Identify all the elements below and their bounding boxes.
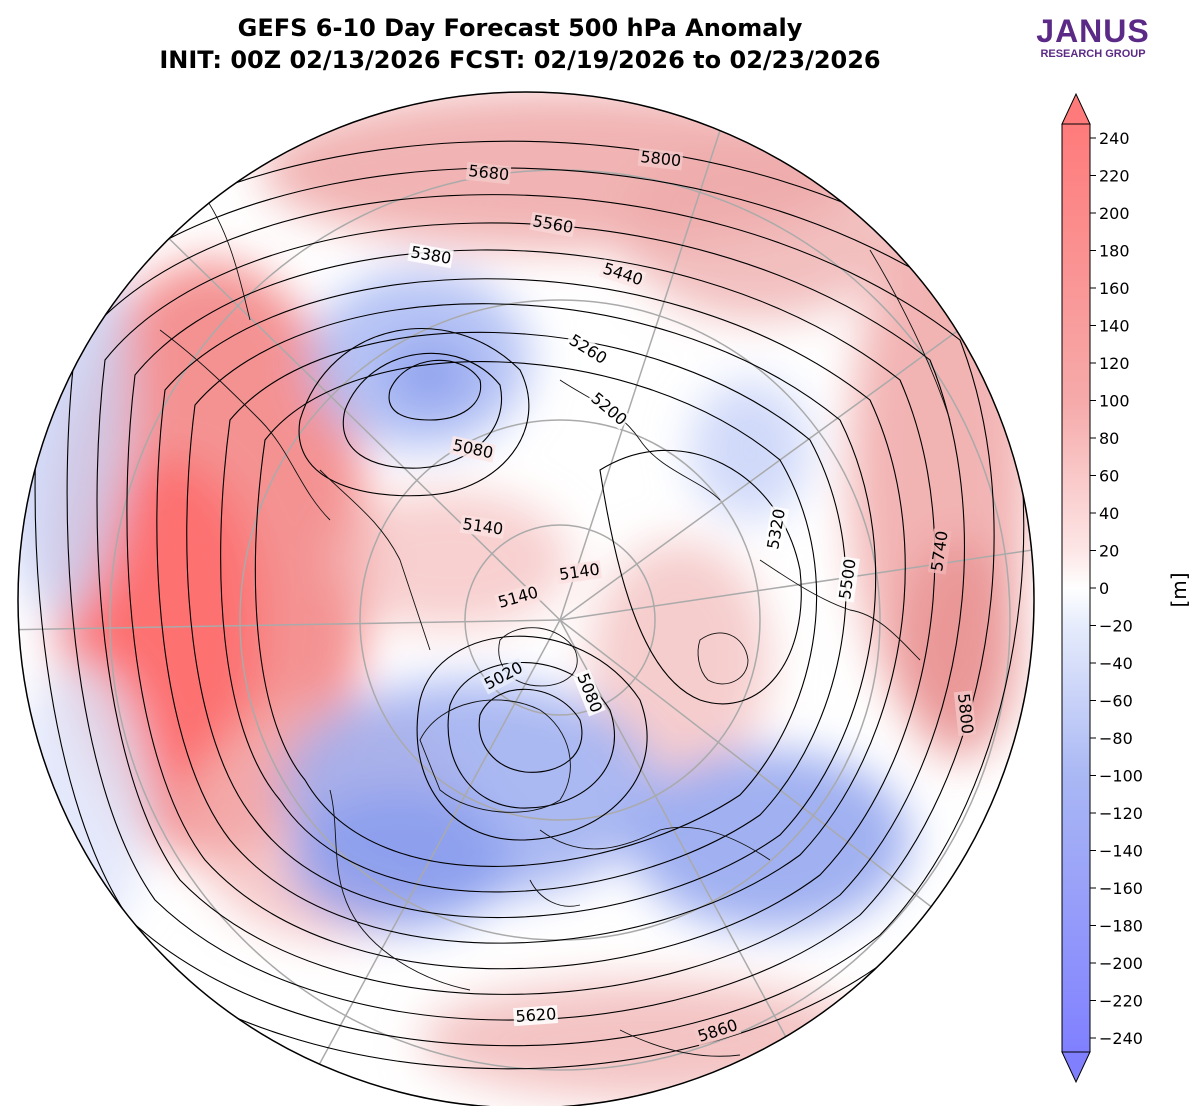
colorbar-tick-label: −180 — [1099, 917, 1143, 936]
colorbar-unit-label: [m] — [1167, 572, 1191, 607]
colorbar-tick-label: −240 — [1099, 1029, 1143, 1048]
colorbar-tick-label: −60 — [1099, 692, 1133, 711]
colorbar: 240220200180160140120100806040200−20−40−… — [1061, 92, 1191, 1084]
colorbar-tick-label: 0 — [1099, 579, 1109, 598]
logo-subtitle: RESEARCH GROUP — [1040, 48, 1146, 60]
colorbar-tick-label: −120 — [1099, 804, 1143, 823]
colorbar-tick-label: −20 — [1099, 617, 1133, 636]
colorbar-tick-label: 220 — [1099, 167, 1130, 186]
contour-label: 5620 — [515, 1004, 557, 1026]
colorbar-bottom-arrow — [1061, 1051, 1091, 1084]
colorbar-tick-label: −160 — [1099, 879, 1143, 898]
colorbar-tick-label: −140 — [1099, 842, 1143, 861]
colorbar-tick-label: 180 — [1099, 242, 1130, 261]
colorbar-tick-label: −220 — [1099, 992, 1143, 1011]
globe-outline — [17, 91, 1035, 1106]
graticule — [18, 99, 1034, 1101]
colorbar-ticks: 240220200180160140120100806040200−20−40−… — [1090, 129, 1143, 1048]
colorbar-tick-label: 160 — [1099, 279, 1130, 298]
map-subtitle: INIT: 00Z 02/13/2026 FCST: 02/19/2026 to… — [159, 46, 881, 74]
colorbar-tick-label: 20 — [1099, 542, 1119, 561]
colorbar-tick-label: 240 — [1099, 129, 1130, 148]
colorbar-tick-label: −80 — [1099, 729, 1133, 748]
anomaly-shading — [18, 92, 1034, 1106]
contour-label-group: 5800 5680 5560 5440 5380 5260 5200 5080 … — [407, 147, 977, 1047]
colorbar-tick-label: −200 — [1099, 954, 1143, 973]
colorbar-tick-label: −100 — [1099, 767, 1143, 786]
colorbar-tick-label: 120 — [1099, 354, 1130, 373]
contour-label: 5680 — [468, 161, 510, 184]
colorbar-tick-label: −40 — [1099, 654, 1133, 673]
janus-logo: JANUS RESEARCH GROUP — [1018, 14, 1168, 60]
contour-label: 5800 — [640, 147, 682, 170]
logo-name: JANUS — [1036, 13, 1150, 49]
contour-label: 5800 — [954, 692, 977, 734]
colorbar-tick-label: 80 — [1099, 429, 1119, 448]
map-title: GEFS 6-10 Day Forecast 500 hPa Anomaly — [237, 14, 803, 42]
colorbar-tick-label: 140 — [1099, 317, 1130, 336]
contour-low-siberia — [298, 328, 530, 497]
colorbar-tick-label: 60 — [1099, 467, 1119, 486]
colorbar-body — [1061, 123, 1091, 1053]
colorbar-top-arrow — [1061, 92, 1091, 125]
colorbar-tick-label: 40 — [1099, 504, 1119, 523]
negative-anomaly-atlantic — [630, 750, 910, 930]
colorbar-tick-label: 200 — [1099, 204, 1130, 223]
colorbar-tick-label: 100 — [1099, 392, 1130, 411]
